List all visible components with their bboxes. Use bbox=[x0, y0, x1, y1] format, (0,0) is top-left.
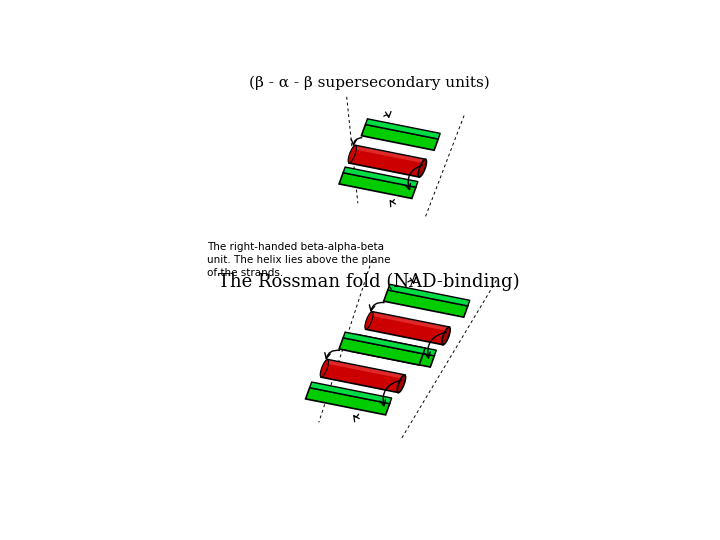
Polygon shape bbox=[305, 388, 390, 415]
Ellipse shape bbox=[320, 360, 328, 377]
Polygon shape bbox=[354, 146, 426, 163]
Polygon shape bbox=[339, 173, 416, 199]
Text: The Rossman fold (NAD-binding): The Rossman fold (NAD-binding) bbox=[218, 273, 520, 291]
Polygon shape bbox=[310, 382, 392, 403]
Polygon shape bbox=[350, 340, 434, 367]
Text: The right-handed beta-alpha-beta
unit. The helix lies above the plane
of the str: The right-handed beta-alpha-beta unit. T… bbox=[207, 241, 391, 278]
Polygon shape bbox=[366, 119, 440, 139]
Text: (β - α - β supersecondary units): (β - α - β supersecondary units) bbox=[248, 75, 490, 90]
Polygon shape bbox=[343, 332, 426, 354]
Ellipse shape bbox=[397, 375, 405, 393]
Polygon shape bbox=[371, 312, 449, 331]
Polygon shape bbox=[343, 167, 418, 187]
Polygon shape bbox=[361, 124, 438, 150]
Polygon shape bbox=[388, 285, 470, 306]
Polygon shape bbox=[354, 334, 436, 356]
Polygon shape bbox=[349, 145, 426, 177]
Ellipse shape bbox=[365, 312, 373, 329]
Ellipse shape bbox=[418, 159, 426, 177]
Ellipse shape bbox=[348, 145, 356, 163]
Ellipse shape bbox=[442, 327, 450, 345]
Polygon shape bbox=[326, 360, 405, 379]
Polygon shape bbox=[339, 338, 423, 365]
Polygon shape bbox=[384, 290, 468, 317]
Polygon shape bbox=[321, 360, 405, 393]
Polygon shape bbox=[366, 312, 449, 345]
